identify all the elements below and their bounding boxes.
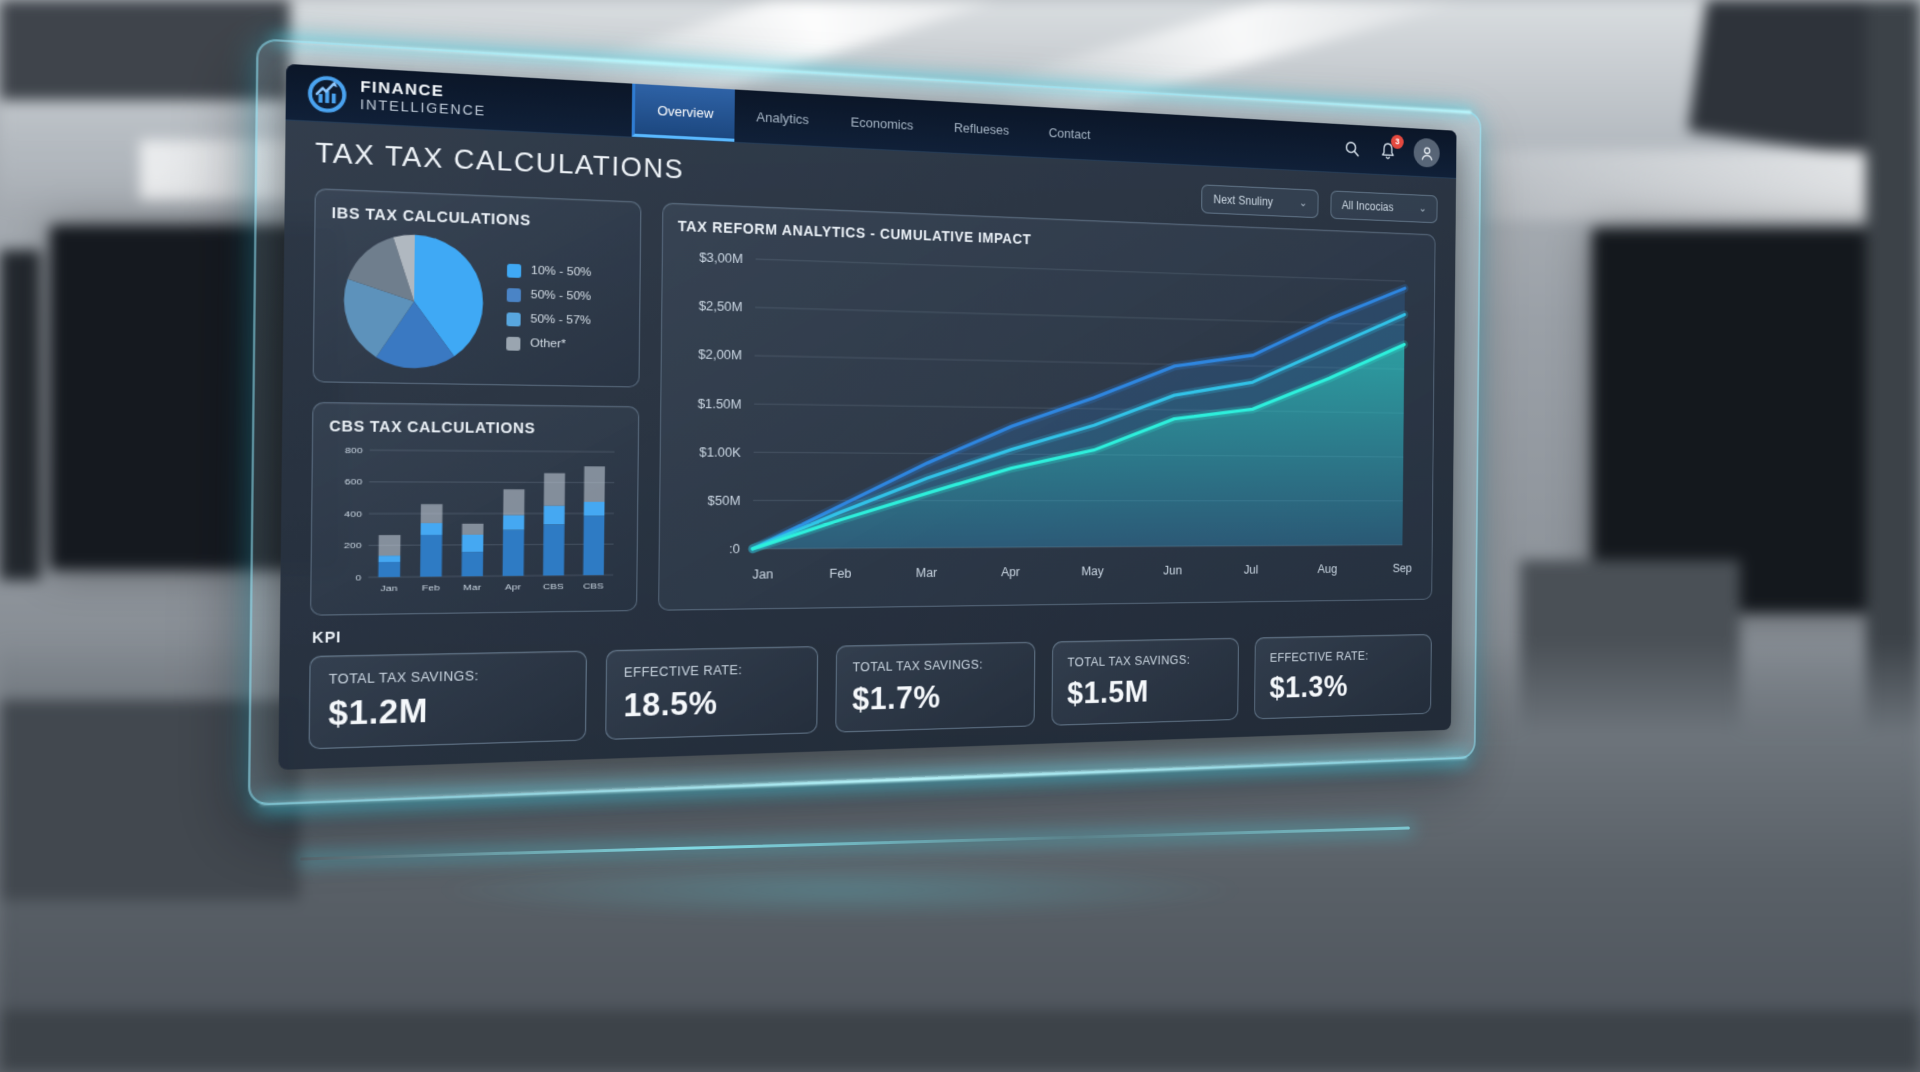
- kpi-card-effective-rate-2: EFFECTIVE RATE: $1.3%: [1254, 633, 1432, 720]
- notifications-bell-icon[interactable]: 3: [1378, 134, 1404, 162]
- svg-text:$1.00K: $1.00K: [699, 444, 741, 460]
- bar-chart: 0 200 400 600 800 Jan Feb Mar Apr CBS CBS: [327, 435, 623, 601]
- page-title: TAX TAX CALCULATIONS: [314, 136, 685, 185]
- svg-text:CBS: CBS: [543, 582, 564, 591]
- svg-text:Feb: Feb: [422, 583, 440, 592]
- kpi-label: TOTAL TAX SAVINGS:: [852, 657, 983, 675]
- finance-logo-icon: [306, 73, 348, 114]
- kpi-label: EFFECTIVE RATE:: [1269, 649, 1369, 665]
- svg-text:Mar: Mar: [916, 565, 938, 580]
- nav-tab-reflueses[interactable]: Reflueses: [953, 119, 1010, 138]
- reform-line-card: TAX REFORM ANALYTICS - CUMULATIVE IMPACT…: [658, 202, 1436, 611]
- svg-text:CBS: CBS: [583, 581, 604, 590]
- legend-label: 50% - 50%: [530, 288, 592, 304]
- dashboard: FINANCE INTELLIGENCE Overview Analytics …: [278, 63, 1457, 770]
- svg-text::0: :0: [729, 541, 740, 556]
- desk-front-edge: [0, 1010, 1920, 1072]
- svg-text:Aug: Aug: [1318, 562, 1338, 576]
- wall-screen-far-left: [0, 250, 40, 580]
- svg-text:Apr: Apr: [505, 582, 521, 591]
- kpi-section: KPI TOTAL TAX SAVINGS: $1.2M EFFECTIVE R…: [278, 599, 1452, 770]
- svg-text:Sep: Sep: [1393, 561, 1412, 575]
- svg-text:$2,50M: $2,50M: [699, 298, 743, 314]
- svg-text:600: 600: [345, 477, 363, 486]
- legend-item: 50% - 57%: [506, 311, 591, 328]
- chevron-down-icon: ⌄: [1299, 197, 1308, 210]
- charts-area: IBS TAX CALCULATIONS 10% - 50% 50% - 50% 5…: [280, 182, 1455, 616]
- legend-item: Other*: [506, 336, 590, 351]
- left-column: IBS TAX CALCULATIONS 10% - 50% 50% - 50% 5…: [310, 188, 642, 616]
- search-icon[interactable]: [1342, 138, 1361, 160]
- svg-text:Jan: Jan: [752, 567, 773, 582]
- header-actions: 3: [1325, 123, 1457, 178]
- legend-label: 50% - 57%: [530, 313, 591, 328]
- legend-swatch: [506, 287, 521, 302]
- kpi-label: EFFECTIVE RATE:: [623, 662, 743, 680]
- svg-text:800: 800: [345, 445, 363, 454]
- brand-name: FINANCE INTELLIGENCE: [360, 78, 486, 119]
- legend-swatch: [506, 336, 521, 351]
- kpi-card-total-savings-3: TOTAL TAX SAVINGS: $1.5M: [1050, 637, 1240, 726]
- legend-swatch: [506, 311, 521, 326]
- ibs-pie-body: 10% - 50% 50% - 50% 50% - 57% Other*: [330, 221, 626, 385]
- brand-logo: FINANCE INTELLIGENCE: [286, 64, 506, 131]
- svg-text:Mar: Mar: [463, 583, 481, 592]
- legend-label: Other*: [530, 337, 566, 351]
- kpi-value: $1.3%: [1269, 669, 1349, 705]
- pie-chart-svg: [343, 233, 484, 369]
- kpi-value: $1.7%: [852, 679, 941, 717]
- scope-select[interactable]: All Incocias ⌄: [1330, 190, 1438, 224]
- line-chart-svg: $3,00M $2,50M $2,00M $1.50M $1.00K $50M :0 Jan F…: [698, 250, 1412, 582]
- kpi-card-effective-rate-1: EFFECTIVE RATE: 18.5%: [605, 645, 818, 740]
- svg-text:$50M: $50M: [708, 493, 741, 508]
- desk-reflection: [430, 860, 1250, 920]
- kpi-value: $1.5M: [1066, 674, 1149, 711]
- kpi-value: $1.2M: [328, 692, 429, 733]
- pie-chart: [337, 226, 490, 381]
- cbs-bar-card: CBS TAX CALCULATIONS 0 200 400 600 800 Jan Feb…: [310, 401, 640, 616]
- scope-select-value: All Incocias: [1341, 198, 1394, 214]
- wall-screen-right: [1592, 228, 1920, 613]
- legend-label: 10% - 50%: [530, 264, 592, 280]
- svg-text:Jul: Jul: [1244, 563, 1259, 577]
- ceiling-corner-left: [0, 0, 290, 100]
- glass-panel: FINANCE INTELLIGENCE Overview Analytics …: [247, 38, 1482, 807]
- svg-text:Apr: Apr: [1001, 565, 1020, 580]
- pie-legend: 10% - 50% 50% - 50% 50% - 57% Other*: [506, 263, 591, 351]
- line-chart: $3,00M $2,50M $2,00M $1.50M $1.00K $50M :0 Jan F…: [674, 234, 1423, 596]
- period-select[interactable]: Next Snuliny ⌄: [1201, 184, 1319, 219]
- svg-text:$3,00M: $3,00M: [699, 250, 743, 267]
- legend-item: 50% - 50%: [506, 287, 592, 304]
- period-select-value: Next Snuliny: [1213, 192, 1274, 209]
- kpi-label: TOTAL TAX SAVINGS:: [328, 668, 479, 687]
- svg-text:Jun: Jun: [1163, 563, 1182, 577]
- legend-item: 10% - 50%: [506, 263, 592, 280]
- nav-tab-economics[interactable]: Economics: [850, 114, 914, 133]
- nav-tab-overview[interactable]: Overview: [631, 83, 736, 142]
- nav-tab-analytics[interactable]: Analytics: [756, 109, 810, 128]
- svg-text:$1.50M: $1.50M: [698, 395, 742, 411]
- svg-text:$2,00M: $2,00M: [698, 347, 742, 363]
- svg-text:Jan: Jan: [380, 583, 397, 592]
- svg-text:200: 200: [344, 541, 362, 550]
- kpi-card-total-savings-2: TOTAL TAX SAVINGS: $1.7%: [834, 641, 1035, 733]
- legend-swatch: [506, 263, 522, 278]
- svg-text:400: 400: [344, 509, 362, 518]
- bar-chart-svg: 0 200 400 600 800 Jan Feb Mar Apr CBS CBS: [344, 445, 623, 593]
- svg-text:0: 0: [355, 573, 361, 582]
- svg-text:Feb: Feb: [829, 566, 851, 581]
- kpi-row: TOTAL TAX SAVINGS: $1.2M EFFECTIVE RATE:…: [308, 633, 1432, 750]
- notification-badge: 3: [1390, 134, 1404, 149]
- svg-text:May: May: [1081, 564, 1104, 579]
- wall-light-band-right: [1480, 150, 1920, 220]
- kpi-card-total-savings-1: TOTAL TAX SAVINGS: $1.2M: [308, 650, 587, 750]
- nav-tab-contact[interactable]: Contact: [1048, 125, 1091, 143]
- ibs-pie-card: IBS TAX CALCULATIONS 10% - 50% 50% - 50% 5…: [312, 188, 642, 388]
- user-avatar[interactable]: [1413, 137, 1440, 168]
- kpi-label: TOTAL TAX SAVINGS:: [1067, 653, 1191, 670]
- chevron-down-icon: ⌄: [1418, 202, 1427, 215]
- kpi-value: 18.5%: [623, 684, 718, 724]
- filter-bar: Next Snuliny ⌄ All Incocias ⌄: [1201, 184, 1438, 224]
